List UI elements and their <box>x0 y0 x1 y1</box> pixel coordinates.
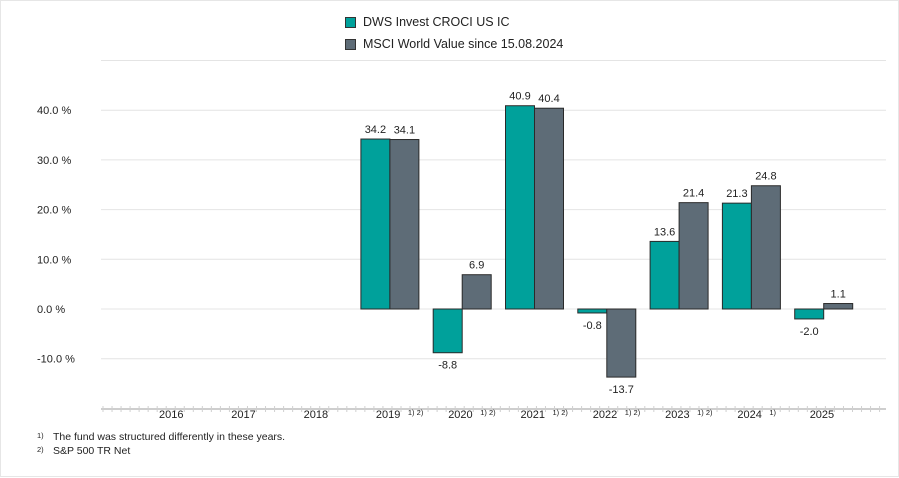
x-tick-label: 2019 <box>376 409 400 421</box>
x-tick-footnote: 1) 2) <box>408 408 424 417</box>
footnote-1: 1) The fund was structured differently i… <box>37 430 285 444</box>
footnote-text: S&P 500 TR Net <box>53 445 131 457</box>
y-tick-label: 10.0 % <box>37 254 71 266</box>
bar-benchmark <box>750 185 781 310</box>
x-tick-label: 2017 <box>231 409 255 421</box>
bar-label-benchmark: 21.4 <box>683 188 704 200</box>
bar-fund <box>577 308 608 314</box>
y-tick-label: 30.0 % <box>37 155 71 167</box>
footnote-text: The fund was structured differently in t… <box>53 431 286 443</box>
footnote-2: 2) S&P 500 TR Net <box>37 444 285 458</box>
bar-fund <box>649 240 680 310</box>
bar-label-benchmark: -13.7 <box>609 384 634 396</box>
x-axis-ticks: 2016 2017 2018 2019 1) 2) 2020 1) 2) 2021 1) 2) 2… <box>159 408 834 421</box>
x-tick-footnote: 1) 2) <box>697 408 713 417</box>
x-tick-label: 2024 <box>737 409 761 421</box>
bar-label-fund: -2.0 <box>800 326 819 338</box>
bar-label-benchmark: 34.1 <box>394 125 415 137</box>
y-axis-ticks: -10.0 % 0.0 % 10.0 % 20.0 % 30.0 % 40.0 % <box>37 105 75 366</box>
x-tick-footnote: 1) 2) <box>625 408 641 417</box>
legend: DWS Invest CROCI US IC MSCI World Value … <box>345 11 563 55</box>
bar-fund <box>505 105 535 310</box>
bar-label-benchmark: 40.4 <box>538 93 559 105</box>
x-tick-label: 2021 <box>521 409 545 421</box>
y-tick-label: 0.0 % <box>37 304 65 316</box>
x-tick-label: 2023 <box>665 409 689 421</box>
legend-label-fund: DWS Invest CROCI US IC <box>363 15 510 29</box>
x-tick-label: 2018 <box>304 409 328 421</box>
x-tick-footnote: 1) <box>769 408 776 417</box>
y-tick-label: 40.0 % <box>37 105 71 117</box>
bar-benchmark <box>534 107 564 310</box>
bar-fund <box>721 202 752 310</box>
bar-benchmark <box>606 308 637 378</box>
bar-fund <box>794 308 825 320</box>
bar-label-fund: 13.6 <box>654 226 675 238</box>
bar-benchmark <box>678 202 709 310</box>
bar-label-fund: 21.3 <box>726 188 747 200</box>
footnotes: 1) The fund was structured differently i… <box>37 430 285 458</box>
x-tick-label: 2016 <box>159 409 183 421</box>
gridlines <box>101 60 886 360</box>
x-tick-label: 2025 <box>810 409 834 421</box>
legend-swatch-fund <box>345 16 356 28</box>
x-tick-label: 2022 <box>593 409 617 421</box>
bar-benchmark <box>823 303 854 310</box>
bar-label-benchmark: 1.1 <box>831 289 846 301</box>
bar-label-benchmark: 24.8 <box>755 171 776 183</box>
bar-labels: 34.2 34.1 -8.8 6.9 40.9 40.4 -0.8 -13.7 13.6 21.4… <box>365 91 846 396</box>
x-tick-label: 2020 <box>448 409 472 421</box>
bars <box>360 105 854 378</box>
bar-fund <box>360 138 391 310</box>
bar-label-fund: 34.2 <box>365 124 386 136</box>
footnote-marker: 2) <box>37 445 44 454</box>
bar-label-benchmark: 6.9 <box>469 260 484 272</box>
legend-item-benchmark: MSCI World Value since 15.08.2024 <box>345 33 563 55</box>
x-axis <box>101 406 886 412</box>
bar-label-fund: -8.8 <box>438 360 457 372</box>
bar-label-fund: -0.8 <box>583 320 602 332</box>
legend-swatch-benchmark <box>345 38 356 50</box>
y-tick-label: -10.0 % <box>37 354 75 366</box>
legend-label-benchmark: MSCI World Value since 15.08.2024 <box>363 37 564 51</box>
footnote-marker: 1) <box>37 431 44 440</box>
y-tick-label: 20.0 % <box>37 205 71 217</box>
bar-benchmark <box>461 274 492 310</box>
bar-label-fund: 40.9 <box>509 91 530 103</box>
x-tick-footnote: 1) 2) <box>480 408 496 417</box>
x-tick-footnote: 1) 2) <box>553 408 569 417</box>
legend-item-fund: DWS Invest CROCI US IC <box>345 11 563 33</box>
bar-benchmark <box>389 139 420 310</box>
bar-fund <box>432 308 463 354</box>
